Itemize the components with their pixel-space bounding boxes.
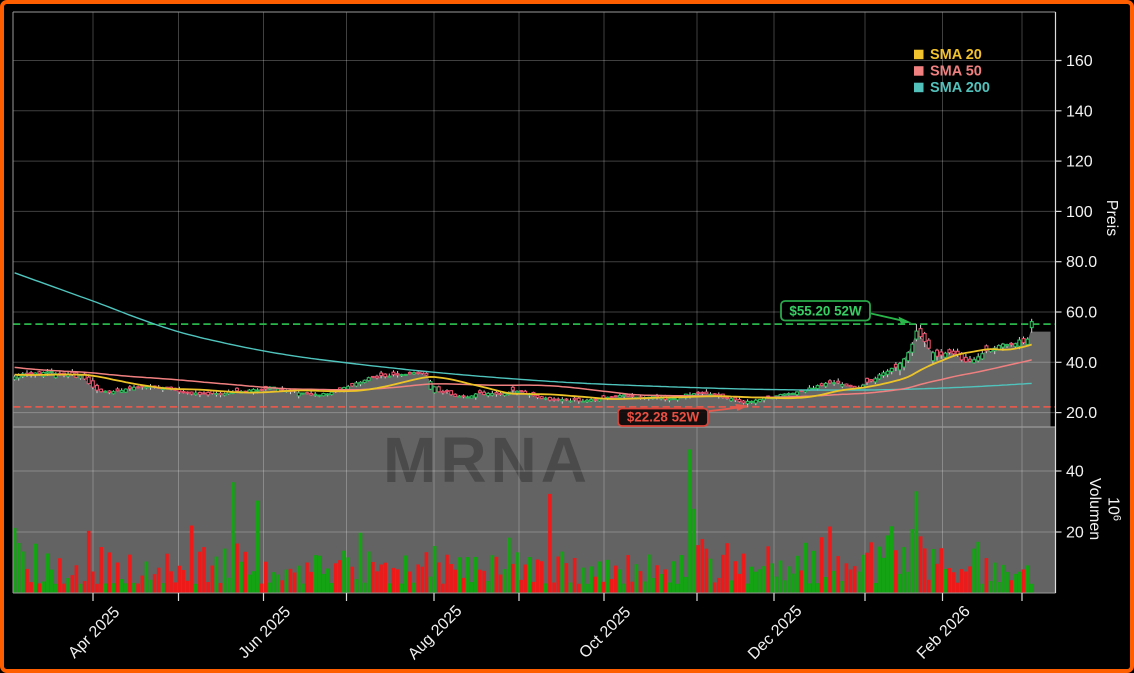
svg-text:MRNA: MRNA	[383, 424, 591, 496]
svg-text:20: 20	[1066, 525, 1084, 542]
svg-text:160: 160	[1066, 53, 1093, 70]
svg-text:SMA 200: SMA 200	[930, 80, 990, 96]
svg-text:120: 120	[1066, 154, 1093, 171]
svg-text:$55.20 52W: $55.20 52W	[789, 303, 862, 318]
svg-text:40.0: 40.0	[1066, 355, 1097, 372]
svg-text:Preis: Preis	[1103, 200, 1120, 236]
svg-text:80.0: 80.0	[1066, 254, 1097, 271]
svg-text:40: 40	[1066, 464, 1084, 481]
svg-text:SMA 50: SMA 50	[930, 64, 982, 80]
svg-text:$22.28 52W: $22.28 52W	[627, 410, 700, 425]
svg-text:100: 100	[1066, 204, 1093, 221]
svg-text:20.0: 20.0	[1066, 405, 1097, 422]
svg-text:SMA 20: SMA 20	[930, 47, 982, 63]
svg-text:140: 140	[1066, 103, 1093, 120]
svg-text:Volumen: Volumen	[1086, 478, 1103, 540]
svg-text:60.0: 60.0	[1066, 305, 1097, 322]
